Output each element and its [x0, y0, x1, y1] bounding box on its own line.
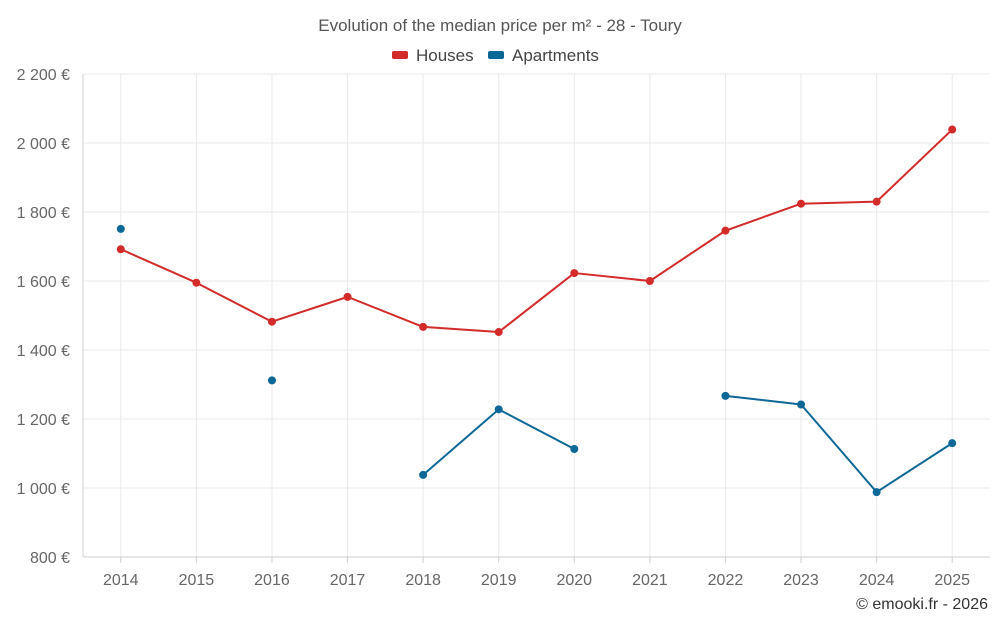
data-point-houses[interactable]: [645, 277, 654, 285]
series-lines: [119, 128, 954, 494]
x-tick-label: 2025: [934, 572, 970, 589]
series-line-houses: [119, 128, 954, 334]
y-tick-label: 2 000 €: [17, 136, 70, 153]
y-tick-label: 1 800 €: [17, 205, 70, 222]
data-point-apartments[interactable]: [797, 400, 806, 409]
x-tick-label: 2021: [632, 572, 668, 589]
series-points: [116, 125, 957, 497]
x-tick-label: 2016: [254, 572, 290, 589]
legend-label-houses: Houses: [416, 46, 474, 65]
axes: [82, 74, 990, 563]
data-point-houses[interactable]: [494, 328, 503, 337]
data-point-apartments[interactable]: [721, 391, 730, 400]
data-point-houses[interactable]: [570, 269, 579, 278]
legend-item-apartments[interactable]: Apartments: [488, 46, 599, 65]
data-point-houses[interactable]: [797, 199, 806, 208]
y-tick-label: 800 €: [30, 550, 70, 567]
credit: © emooki.fr - 2026: [856, 596, 988, 613]
legend-swatch-apartments: [488, 51, 504, 59]
y-tick-label: 1 200 €: [17, 412, 70, 429]
x-axis-labels: 2014 2015 2016 2017 2018 2019 2020 2021 2022 2023…: [103, 572, 970, 589]
y-tick-label: 1 400 €: [17, 343, 70, 360]
data-point-apartments[interactable]: [494, 405, 503, 414]
data-point-houses[interactable]: [267, 317, 276, 326]
data-point-houses[interactable]: [343, 292, 352, 301]
y-tick-label: 1 000 €: [17, 481, 70, 498]
data-point-apartments[interactable]: [267, 376, 276, 385]
data-point-houses[interactable]: [721, 226, 730, 235]
y-axis-labels: 800 € 1 000 € 1 200 € 1 400 € 1 600 € 1 800 €…: [17, 67, 70, 567]
y-tick-label: 1 600 €: [17, 274, 70, 291]
x-tick-label: 2023: [783, 572, 819, 589]
data-point-apartments[interactable]: [948, 439, 957, 448]
legend-item-houses[interactable]: Houses: [392, 46, 474, 65]
data-point-houses[interactable]: [948, 125, 957, 134]
data-point-apartments[interactable]: [872, 488, 881, 497]
data-point-houses[interactable]: [192, 278, 201, 287]
data-point-houses[interactable]: [116, 245, 125, 254]
x-tick-label: 2014: [103, 572, 139, 589]
data-point-apartments[interactable]: [570, 445, 579, 454]
data-point-houses[interactable]: [872, 197, 881, 206]
x-tick-label: 2024: [859, 572, 895, 589]
data-point-apartments[interactable]: [419, 470, 428, 479]
data-point-houses[interactable]: [419, 322, 428, 331]
series-line-apartments: [724, 394, 954, 494]
x-tick-label: 2022: [708, 572, 744, 589]
y-tick-label: 2 200 €: [17, 67, 70, 84]
grid: [83, 73, 990, 557]
legend: Houses Apartments: [392, 46, 599, 65]
chart-title: Evolution of the median price per m² - 2…: [318, 16, 682, 35]
legend-label-apartments: Apartments: [512, 46, 599, 65]
x-tick-label: 2020: [556, 572, 592, 589]
x-tick-label: 2018: [405, 572, 441, 589]
legend-swatch-houses: [392, 51, 408, 59]
x-tick-label: 2019: [481, 572, 517, 589]
data-point-apartments[interactable]: [116, 224, 125, 233]
x-tick-label: 2015: [179, 572, 215, 589]
x-tick-label: 2017: [330, 572, 366, 589]
